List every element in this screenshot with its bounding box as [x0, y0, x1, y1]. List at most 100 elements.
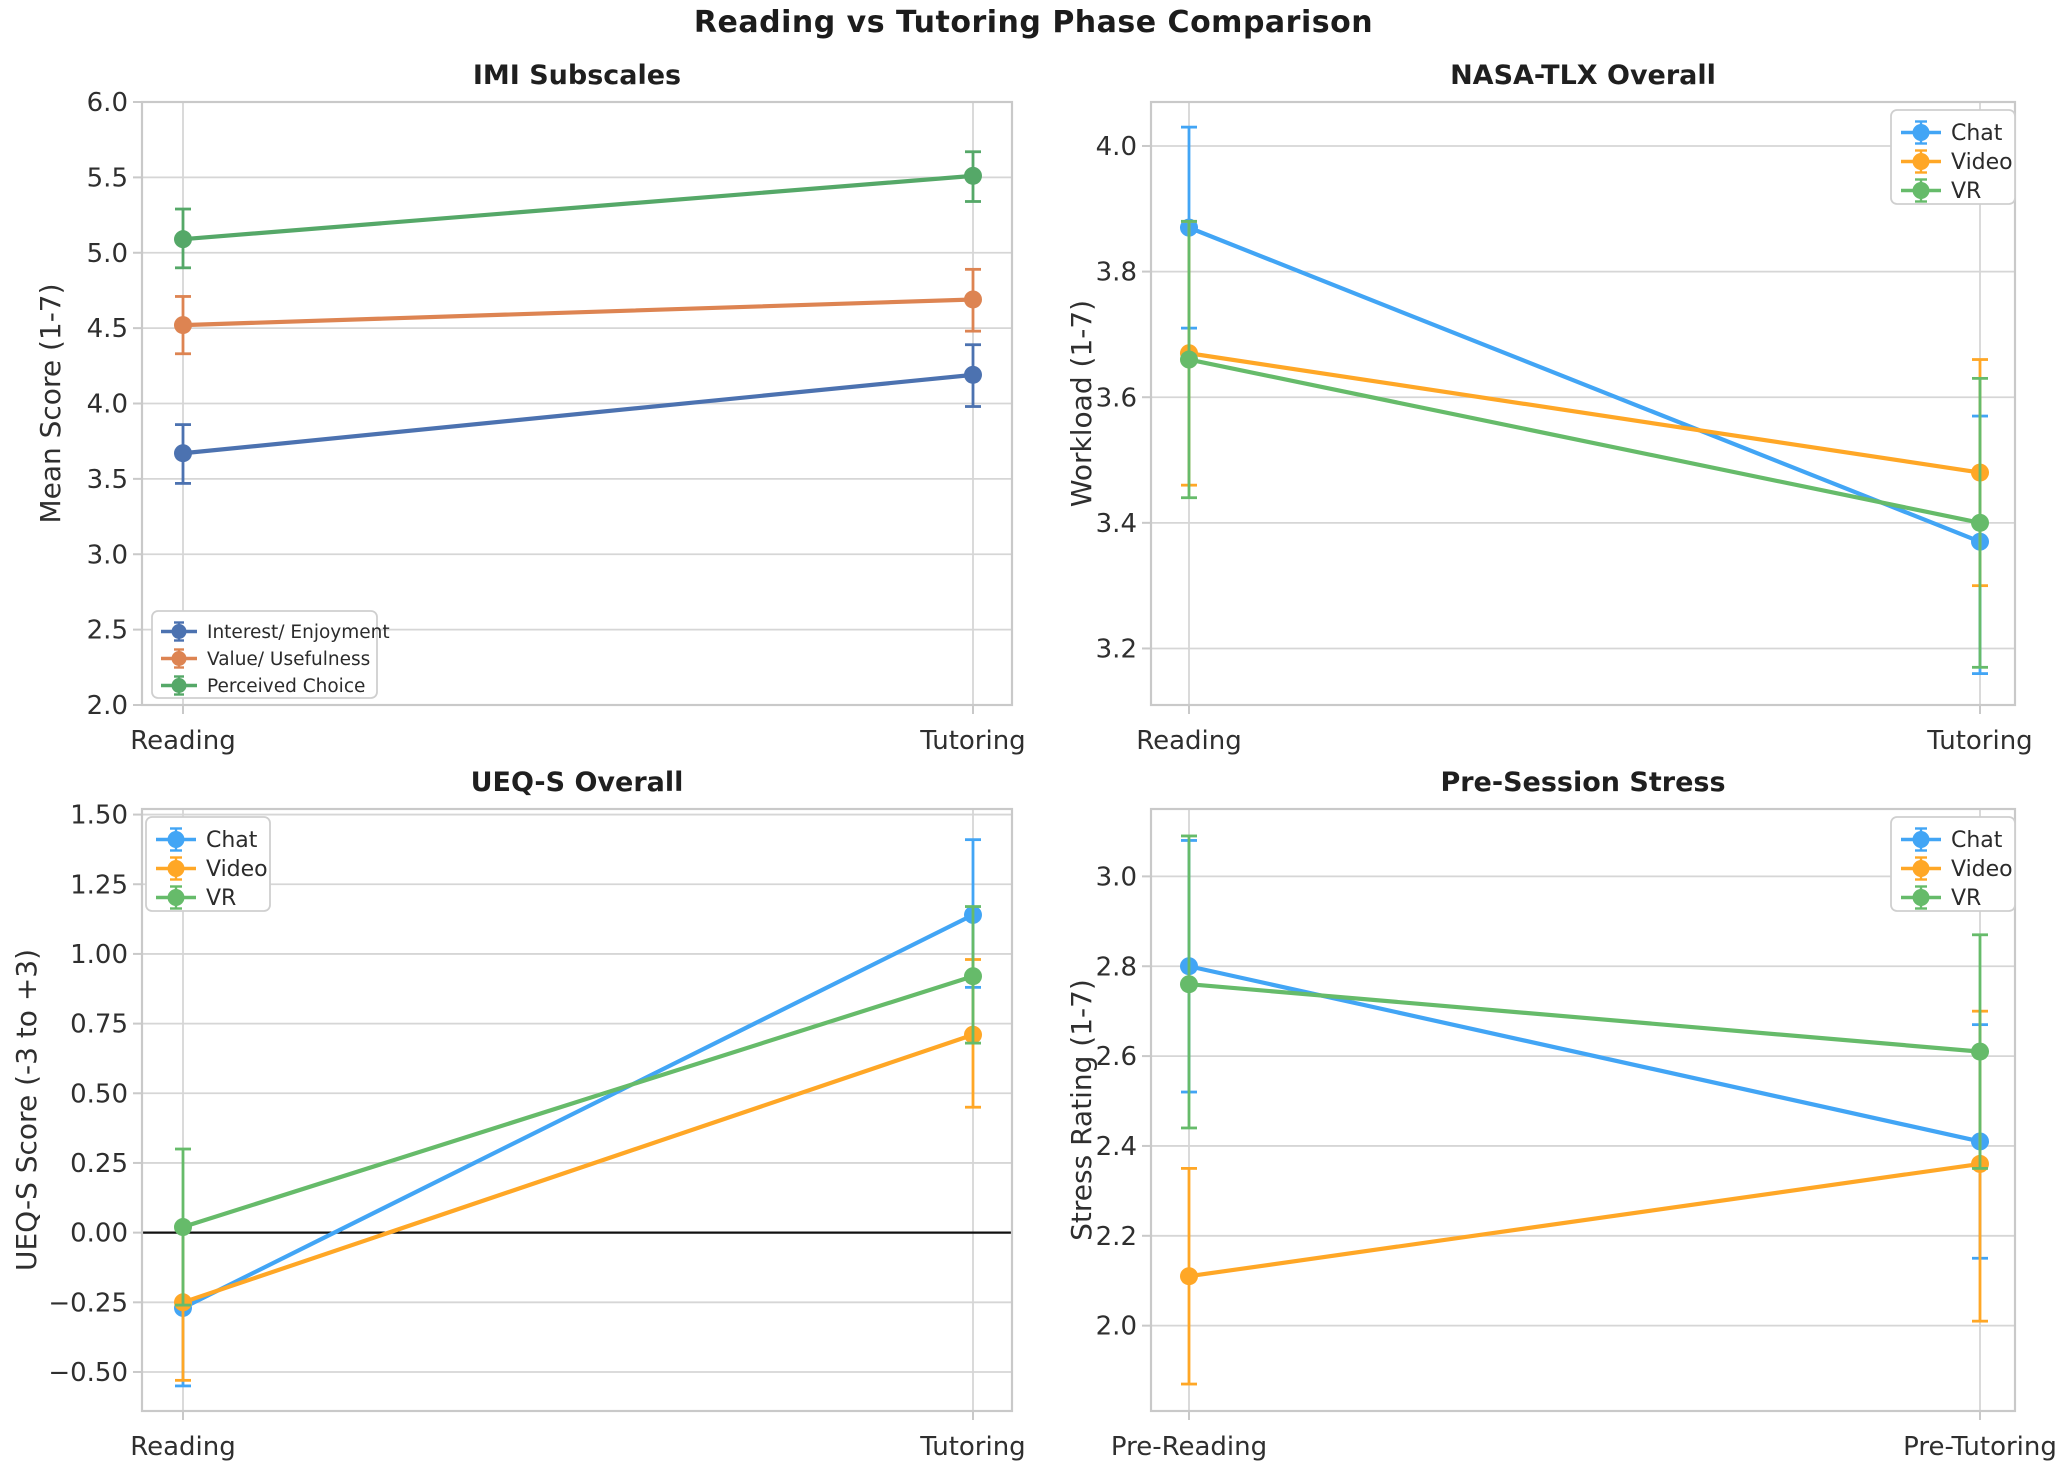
y-tick-label: 1.50 — [70, 801, 128, 831]
x-tick-label: Tutoring — [1926, 726, 2032, 756]
y-tick-label: 0.25 — [70, 1149, 128, 1179]
legend-entry: Chat — [156, 827, 258, 853]
y-tick-label: 5.5 — [87, 163, 128, 193]
y-tick-label: 1.25 — [70, 870, 128, 900]
legend-label: Perceived Choice — [207, 676, 365, 697]
data-point — [174, 1218, 192, 1237]
chart-nasa-tlx-overall: 3.2 3.4 3.6 3.8 4.0 Reading Tutoring Workload (… — [1065, 60, 2033, 756]
legend-marker — [1912, 153, 1930, 170]
legend-label: VR — [1951, 886, 1981, 911]
y-tick-label: 3.0 — [1096, 862, 1137, 892]
y-tick-label: 4.0 — [87, 390, 128, 420]
axes-spines — [1149, 807, 2017, 1413]
y-tick-label: 0.50 — [70, 1079, 128, 1109]
legend: Chat Video VR — [1890, 816, 2016, 912]
legend-label: Chat — [1951, 121, 2003, 146]
legend-entry: VR — [1901, 178, 1981, 204]
legend-marker — [1912, 124, 1930, 141]
series-line — [180, 297, 976, 328]
x-tick-label: Reading — [130, 726, 236, 756]
series-vr — [174, 905, 982, 1307]
y-tick-label: 2.5 — [87, 616, 128, 646]
legend-box — [151, 610, 378, 699]
y-axis-label: Mean Score (1-7) — [34, 283, 67, 523]
legend-marker — [1912, 182, 1930, 199]
legend-label: Interest/ Enjoyment — [207, 622, 390, 643]
y-tick-label: 2.0 — [1096, 1312, 1137, 1342]
y-tick-label: 3.2 — [1096, 635, 1137, 665]
x-tick-label: Reading — [130, 1432, 236, 1462]
subplot-title: Pre-Session Stress — [1440, 767, 1725, 798]
y-tick-label: 0.00 — [70, 1219, 128, 1249]
data-point — [1971, 513, 1989, 532]
legend-entry: Video — [1901, 856, 2013, 882]
y-tick-label: 2.6 — [1096, 1042, 1137, 1072]
series-line — [180, 372, 976, 456]
legend-marker — [167, 831, 185, 848]
legend-marker — [1912, 860, 1930, 877]
legend-entry: Interest/ Enjoyment — [161, 621, 390, 643]
y-tick-label: 6.0 — [87, 88, 128, 118]
data-point — [174, 230, 192, 249]
legend-marker — [1912, 831, 1930, 848]
legend: Chat Video VR — [1890, 109, 2016, 205]
axes-spines — [140, 807, 1014, 1413]
legend-label: Chat — [1951, 828, 2003, 853]
legend-marker — [1912, 889, 1930, 906]
legend-entry: Chat — [1901, 827, 2003, 853]
data-point — [964, 365, 982, 384]
x-tick-label: Pre-Reading — [1111, 1432, 1267, 1462]
data-point — [964, 290, 982, 309]
y-tick-label: 3.0 — [87, 540, 128, 570]
legend-entry: Chat — [1901, 120, 2003, 146]
legend-label: Chat — [206, 828, 258, 853]
legend-entry: Perceived Choice — [161, 675, 365, 697]
series-line — [180, 974, 976, 1230]
series-line — [180, 173, 976, 242]
y-tick-label: 3.5 — [87, 465, 128, 495]
y-tick-label: 2.0 — [87, 691, 128, 721]
y-tick-label: 1.00 — [70, 940, 128, 970]
legend-entry: Video — [156, 856, 268, 882]
y-tick-label: 5.0 — [87, 239, 128, 269]
legend-label: Video — [206, 857, 268, 882]
legend-marker — [167, 860, 185, 877]
legend: Chat Video VR — [145, 816, 271, 912]
subplot-title: UEQ-S Overall — [471, 767, 684, 798]
axes-spines — [1149, 100, 2017, 707]
series-vr — [1180, 219, 1989, 669]
legend: Interest/ Enjoyment Value/ Usefulness Perc… — [151, 610, 390, 699]
data-point — [1180, 1267, 1198, 1286]
legend-label: Value/ Usefulness — [207, 649, 370, 670]
subplot-title: NASA-TLX Overall — [1450, 60, 1716, 91]
legend-label: Video — [1951, 857, 2013, 882]
series-chat — [1180, 125, 1989, 675]
y-tick-label: 2.4 — [1096, 1132, 1137, 1162]
legend-marker — [171, 678, 187, 693]
x-tick-label: Tutoring — [919, 726, 1025, 756]
data-point — [964, 166, 982, 185]
y-tick-label: 3.6 — [1096, 383, 1137, 413]
y-tick-label: 0.75 — [70, 1010, 128, 1040]
series-line — [1186, 357, 1983, 525]
series-video — [1180, 1009, 1989, 1386]
series-line — [1186, 982, 1983, 1054]
legend-marker — [167, 889, 185, 906]
chart-ueq-s-overall: −0.50 −0.25 0.00 0.25 0.50 0.75 1.00 1.25 1.50 Re… — [10, 767, 1026, 1462]
data-point — [964, 967, 982, 986]
data-point — [1180, 975, 1198, 994]
x-tick-label: Pre-Tutoring — [1903, 1432, 2057, 1462]
series-video — [1180, 219, 1989, 588]
x-tick-label: Reading — [1136, 726, 1242, 756]
legend-label: VR — [206, 886, 236, 911]
data-point — [1180, 350, 1198, 369]
series-line — [1186, 351, 1983, 475]
y-tick-label: 2.8 — [1096, 952, 1137, 982]
y-tick-label: 4.5 — [87, 314, 128, 344]
series-line — [180, 912, 976, 1310]
x-tick-label: Tutoring — [919, 1432, 1025, 1462]
legend-label: VR — [1951, 179, 1981, 204]
series-line — [1186, 1161, 1983, 1279]
series-line — [1186, 225, 1983, 544]
